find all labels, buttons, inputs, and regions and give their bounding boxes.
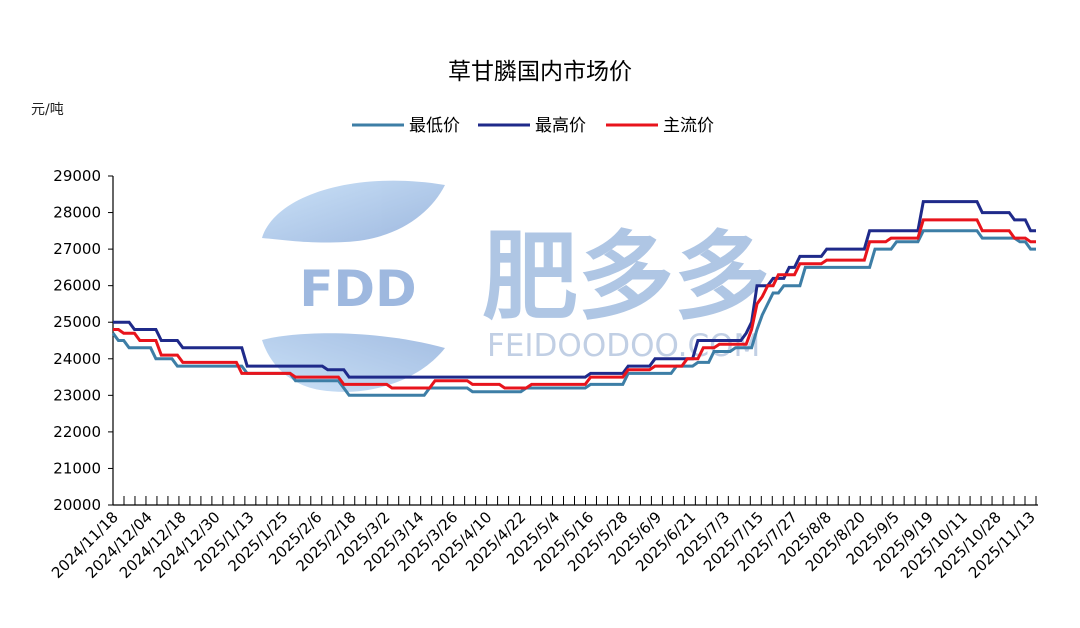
y-axis-unit: 元/吨 [31, 102, 64, 118]
y-tick-label: 29000 [53, 167, 101, 185]
y-tick-label: 27000 [53, 240, 101, 258]
y-ticks: 29000 28000 27000 26000 25000 24000 23000 22000… [53, 167, 113, 514]
legend-label-min: 最低价 [409, 116, 460, 136]
x-tick-labels: 2024/11/182024/12/042024/12/182024/12/30… [48, 508, 1039, 582]
series-line-max [113, 200, 1036, 379]
legend-label-max: 最高价 [535, 116, 586, 136]
series-lines [111, 200, 1036, 397]
legend: 最低价 最高价 主流价 [352, 116, 714, 136]
chart-title: 草甘膦国内市场价 [448, 59, 632, 85]
y-tick-label: 24000 [53, 350, 101, 368]
x-ticks [112, 496, 1037, 505]
y-tick-label: 25000 [53, 313, 101, 331]
y-tick-label: 23000 [53, 386, 101, 404]
y-tick-label: 21000 [53, 459, 101, 477]
y-tick-label: 26000 [53, 277, 101, 295]
legend-label-main: 主流价 [663, 116, 714, 136]
y-tick-label: 20000 [53, 496, 101, 514]
watermark-leaf-top-icon [262, 180, 445, 243]
watermark-logo-text: FDD [299, 260, 416, 318]
y-tick-label: 28000 [53, 204, 101, 222]
watermark-brand-cn: 肥多多 [482, 221, 770, 333]
series-line-main [113, 218, 1036, 390]
y-tick-label: 22000 [53, 423, 101, 441]
watermark: FDD 肥多多 FEIDOODOO.COM [262, 180, 770, 392]
